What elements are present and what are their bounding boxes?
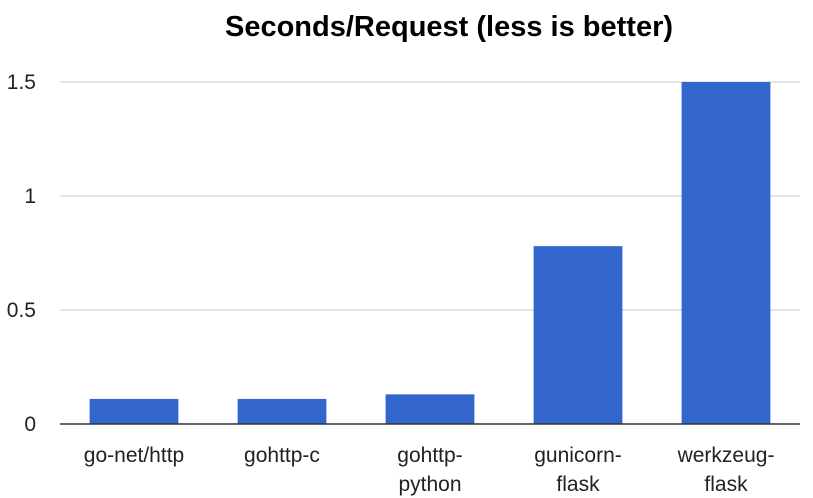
bar — [681, 82, 771, 424]
x-tick-label: flask — [704, 473, 748, 496]
bar — [385, 394, 475, 424]
chart-title: Seconds/Request (less is better) — [225, 11, 673, 43]
bars — [89, 82, 771, 424]
x-axis-ticks: go-net/http gohttp-c gohttp-python gunicorn… — [84, 444, 775, 496]
bar — [89, 398, 179, 424]
x-tick-label: go-net/http — [84, 444, 184, 467]
x-tick-label: python — [398, 473, 461, 496]
bar — [237, 398, 327, 424]
y-tick-label: 0.5 — [7, 299, 36, 322]
gridlines — [60, 81, 800, 311]
x-tick-label: flask — [556, 473, 600, 496]
x-tick-label: gohttp- — [397, 444, 462, 467]
bar — [533, 246, 623, 424]
y-tick-label: 0 — [24, 413, 36, 436]
x-tick-label: gohttp-c — [244, 444, 320, 467]
y-tick-label: 1.5 — [7, 71, 36, 94]
x-tick-label: werkzeug- — [677, 444, 775, 467]
y-tick-label: 1 — [24, 185, 36, 208]
x-tick-label: gunicorn- — [534, 444, 622, 467]
y-axis-ticks: 0 0.5 1 1.5 — [7, 71, 36, 436]
